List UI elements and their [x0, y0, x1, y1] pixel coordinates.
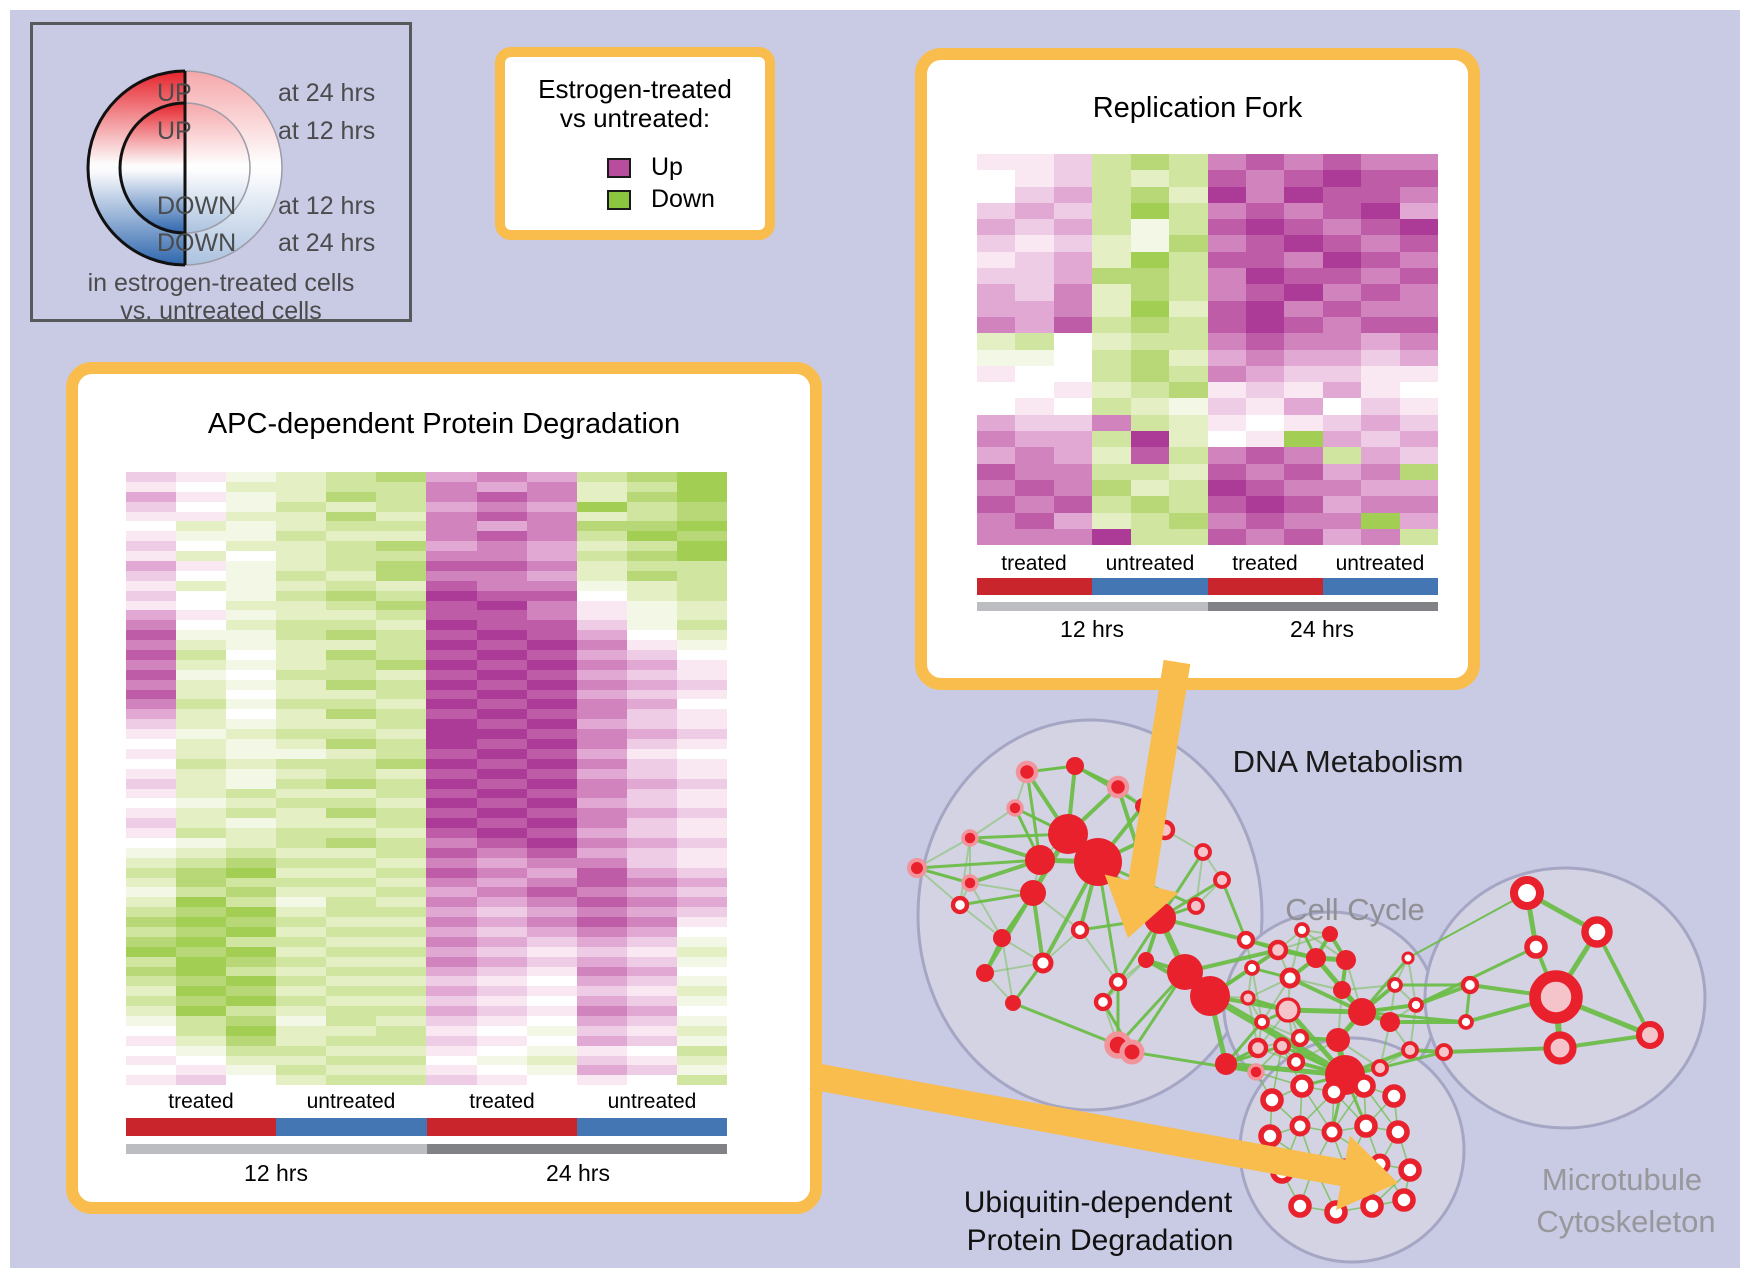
- rf-24hrs-label: 24 hrs: [1290, 616, 1354, 642]
- apc-cond-label-3: treated: [469, 1090, 535, 1113]
- replication-fork-title: Replication Fork: [1092, 92, 1303, 124]
- cycle-down-24-label: DOWN: [157, 229, 237, 257]
- cycle-caption-line2: vs. untreated cells: [120, 297, 322, 325]
- rf-condition-bar: [977, 578, 1438, 595]
- apc-12hrs-label: 12 hrs: [244, 1160, 308, 1186]
- cycle-legend-diagram: [86, 69, 283, 267]
- apc-24hrs-label: 24 hrs: [546, 1160, 610, 1186]
- cycle-down-12-label: DOWN: [157, 192, 237, 220]
- down-color-swatch: [607, 189, 631, 210]
- replication-fork-panel: Replication Fork treated untreated treat…: [915, 48, 1480, 690]
- updown-legend-box: Estrogen-treated vs untreated: Up Down: [495, 47, 775, 240]
- apc-cond-label-2: untreated: [306, 1090, 396, 1113]
- cycle-at-12b-label: at 12 hrs: [278, 192, 376, 220]
- down-label: Down: [651, 185, 715, 213]
- apc-panel: APC-dependent Protein Degradation treate…: [66, 362, 822, 1214]
- cycle-legend-box: UP at 24 hrs UP at 12 hrs DOWN at 12 hrs…: [30, 22, 412, 325]
- cycle-up-24-label: UP: [157, 79, 192, 107]
- rf-cond-label-2: untreated: [1105, 552, 1195, 575]
- up-label: Up: [651, 153, 683, 181]
- rf-cond-label-4: untreated: [1335, 552, 1425, 575]
- cycle-up-12-label: UP: [157, 117, 192, 145]
- rf-cond-label-1: treated: [1001, 552, 1067, 575]
- updown-legend-title-line1: Estrogen-treated: [538, 74, 732, 104]
- cycle-at-24-label: at 24 hrs: [278, 79, 376, 107]
- rf-12hrs-label: 12 hrs: [1060, 616, 1124, 642]
- apc-time-bar: [126, 1144, 727, 1154]
- replication-fork-heatmap: [977, 154, 1439, 546]
- apc-cond-label-1: treated: [168, 1090, 234, 1113]
- cycle-at-12-label: at 12 hrs: [278, 117, 376, 145]
- apc-condition-bar: [126, 1118, 727, 1136]
- rf-cond-label-3: treated: [1232, 552, 1298, 575]
- cycle-caption-line1: in estrogen-treated cells: [87, 269, 355, 297]
- apc-title: APC-dependent Protein Degradation: [207, 408, 681, 440]
- updown-legend-title-line2: vs untreated:: [559, 103, 711, 133]
- apc-heatmap: [126, 472, 727, 1086]
- apc-cond-label-4: untreated: [607, 1090, 697, 1113]
- up-color-swatch: [607, 157, 631, 178]
- cycle-at-24b-label: at 24 hrs: [278, 229, 376, 257]
- rf-time-bar: [977, 602, 1438, 611]
